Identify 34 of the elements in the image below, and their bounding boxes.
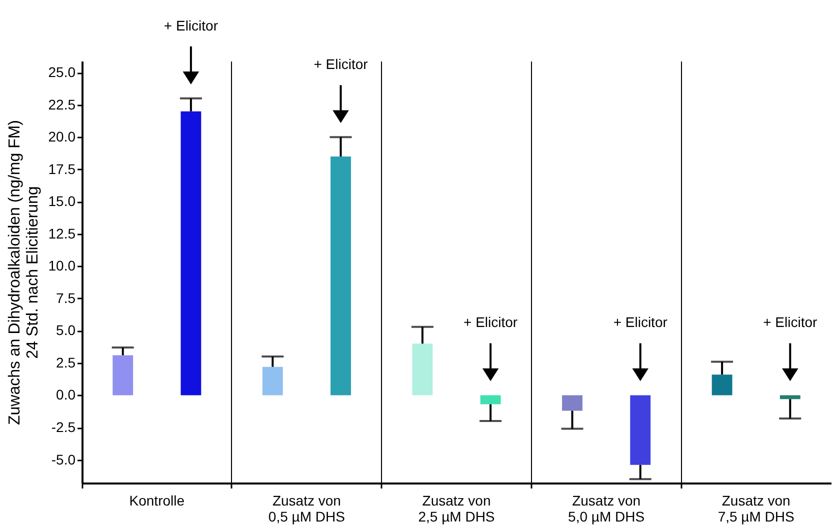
x-tick-label: Zusatz von 2,5 µM DHS — [418, 492, 495, 524]
bar — [180, 111, 202, 396]
bar — [562, 395, 582, 411]
x-tick-label: Zusatz von 7,5 µM DHS — [718, 492, 794, 524]
y-tick-label: 20.0 — [48, 128, 76, 145]
bar — [712, 374, 732, 396]
y-tick-label: -5.0 — [51, 451, 76, 468]
bar — [262, 366, 283, 396]
bar — [330, 156, 351, 396]
bar — [412, 344, 433, 396]
annotation: + Elicitor — [314, 56, 368, 72]
y-tick-label: 25.0 — [48, 64, 76, 80]
bar — [780, 395, 800, 400]
y-tick-label: 0.0 — [56, 386, 76, 403]
bar — [112, 355, 134, 396]
y-tick-label: -2.5 — [51, 419, 76, 436]
y-tick-label: 12.5 — [48, 225, 76, 242]
y-axis-title: Zuwachs an Dihydroalkaloiden (ng/mg FM) 24 Std. nach Elicitierung — [6, 120, 42, 426]
y-tick-label: 15.0 — [48, 193, 76, 210]
bar — [630, 395, 651, 465]
y-tick-label: 17.5 — [48, 160, 76, 177]
annotation: + Elicitor — [464, 314, 518, 330]
y-tick-label: 22.5 — [48, 96, 76, 112]
y-tick-label: 5.0 — [56, 322, 76, 338]
x-tick-label: Kontrolle — [129, 492, 185, 508]
text: + Elicitor — [164, 17, 218, 34]
y-tick-label: 10.0 — [48, 258, 76, 274]
annotation: + Elicitor — [763, 314, 818, 330]
y-tick-label: 2.5 — [56, 354, 76, 370]
bar — [480, 395, 501, 404]
x-tick-label: Zusatz von 0,5 µM DHS — [268, 492, 345, 524]
annotation: + Elicitor — [613, 314, 668, 330]
x-tick-label: Zusatz von 5,0 µM DHS — [568, 492, 645, 524]
y-tick-label: 7.5 — [56, 290, 76, 306]
